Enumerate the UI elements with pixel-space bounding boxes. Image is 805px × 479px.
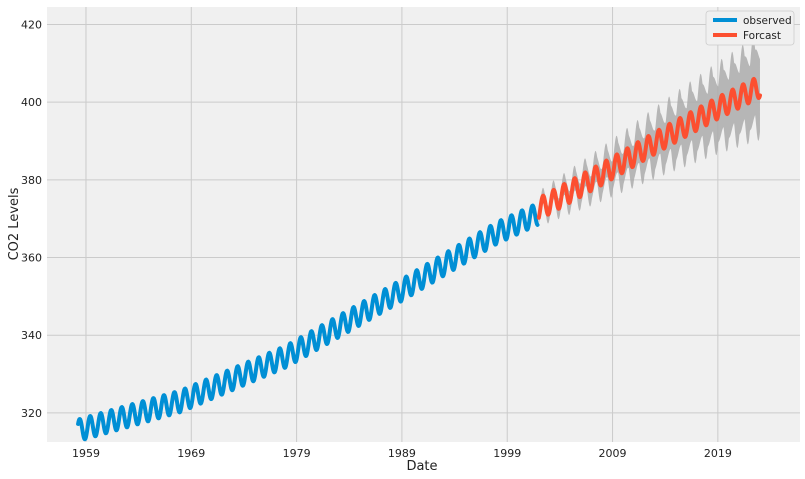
y-tick-label: 400	[21, 96, 42, 109]
legend-label-forecast: Forcast	[743, 30, 781, 42]
x-tick-label: 1969	[177, 447, 205, 460]
x-tick-label: 1979	[283, 447, 311, 460]
y-tick-label: 320	[21, 407, 42, 420]
x-gridlines	[85, 7, 719, 442]
x-tick-label: 1959	[72, 447, 100, 460]
x-axis-label: Date	[406, 459, 437, 474]
y-tick-labels: 320 340 360 380 400 420	[21, 18, 42, 419]
x-tick-label: 2019	[704, 447, 732, 460]
x-tick-label: 1989	[388, 447, 416, 460]
x-tick-label: 2009	[599, 447, 627, 460]
plot-background	[47, 7, 800, 442]
forecast-series-line	[536, 76, 762, 220]
y-tick-label: 380	[21, 174, 42, 187]
y-tick-label: 360	[21, 252, 42, 265]
x-tick-labels: 1959 1969 1979 1989 1999 2009 2019	[72, 447, 732, 460]
observed-series-line	[76, 203, 540, 442]
y-tick-label: 420	[21, 18, 42, 31]
legend-label-observed: observed	[743, 15, 792, 27]
y-gridlines	[47, 23, 800, 414]
y-axis-label: CO2 Levels	[7, 187, 22, 260]
x-tick-label: 1999	[493, 447, 521, 460]
y-tick-label: 340	[21, 329, 42, 342]
legend: observed Forcast	[705, 10, 795, 46]
